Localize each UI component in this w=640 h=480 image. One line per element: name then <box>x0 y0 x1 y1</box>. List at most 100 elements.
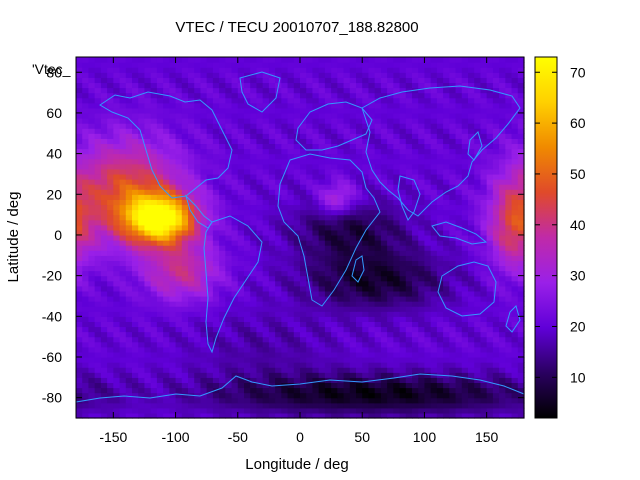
heatmap-cell <box>132 275 139 282</box>
heatmap-cell <box>362 224 370 231</box>
heatmap-cell <box>237 397 245 404</box>
heatmap-cell <box>132 219 139 226</box>
heatmap-cell <box>418 199 426 206</box>
heatmap-cell <box>119 204 127 211</box>
heatmap-cell <box>181 153 189 160</box>
heatmap-cell <box>281 290 289 297</box>
heatmap-cell <box>300 229 307 236</box>
heatmap-cell <box>461 153 469 160</box>
heatmap-cell <box>175 184 183 190</box>
heatmap-cell <box>175 229 183 236</box>
heatmap-cell <box>455 407 463 414</box>
heatmap-cell <box>318 316 326 322</box>
heatmap-cell <box>306 336 314 343</box>
heatmap-cell <box>343 143 351 150</box>
heatmap-cell <box>393 255 401 261</box>
heatmap-cell <box>443 331 450 338</box>
heatmap-cell <box>455 224 463 231</box>
heatmap-cell <box>268 194 276 200</box>
heatmap-cell <box>468 412 475 419</box>
heatmap-cell <box>225 234 233 241</box>
heatmap-cell <box>138 382 146 389</box>
heatmap-cell <box>362 92 370 99</box>
heatmap-cell <box>461 92 469 99</box>
heatmap-cell <box>219 72 226 78</box>
heatmap-cell <box>318 112 326 119</box>
heatmap-cell <box>393 153 401 160</box>
heatmap-cell <box>82 102 90 109</box>
heatmap-cell <box>107 377 114 383</box>
heatmap-cell <box>399 387 407 394</box>
heatmap-cell <box>449 280 457 287</box>
heatmap-cell <box>132 295 139 302</box>
heatmap-cell <box>287 387 295 394</box>
heatmap-cell <box>331 173 338 180</box>
heatmap-cell <box>306 138 314 145</box>
heatmap-cell <box>88 143 96 150</box>
heatmap-cell <box>256 387 264 394</box>
heatmap-cell <box>517 82 525 89</box>
heatmap-cell <box>287 118 295 124</box>
heatmap-cell <box>399 179 407 185</box>
heatmap-cell <box>275 153 282 160</box>
heatmap-cell <box>268 138 276 145</box>
heatmap-cell <box>256 168 264 175</box>
heatmap-cell <box>461 290 469 297</box>
heatmap-cell <box>324 382 332 389</box>
heatmap-cell <box>337 82 345 89</box>
heatmap-cell <box>343 107 351 114</box>
heatmap-cell <box>244 295 251 302</box>
heatmap-cell <box>225 87 233 94</box>
heatmap-cell <box>474 351 482 358</box>
heatmap-cell <box>76 179 83 185</box>
heatmap-cell <box>343 351 351 358</box>
heatmap-cell <box>94 265 102 272</box>
heatmap-cell <box>399 123 407 129</box>
heatmap-cell <box>244 214 251 221</box>
heatmap-cell <box>368 407 376 414</box>
heatmap-cell <box>200 62 208 68</box>
heatmap-cell <box>76 204 83 211</box>
heatmap-cell <box>212 123 220 129</box>
heatmap-cell <box>412 306 419 312</box>
heatmap-cell <box>200 97 208 104</box>
heatmap-cell <box>505 214 513 221</box>
heatmap-cell <box>181 214 189 221</box>
heatmap-cell <box>244 199 251 206</box>
heatmap-cell <box>275 306 282 312</box>
heatmap-cell <box>492 397 500 404</box>
heatmap-cell <box>138 234 146 241</box>
heatmap-cell <box>76 92 83 99</box>
heatmap-cell <box>181 245 189 251</box>
heatmap-cell <box>405 377 413 383</box>
heatmap-cell <box>318 311 326 317</box>
heatmap-cell <box>138 265 146 272</box>
heatmap-cell <box>387 234 394 241</box>
heatmap-cell <box>125 97 133 104</box>
heatmap-cell <box>312 143 320 150</box>
heatmap-cell <box>399 326 407 333</box>
heatmap-cell <box>132 82 139 89</box>
heatmap-cell <box>262 72 270 78</box>
heatmap-cell <box>474 184 482 190</box>
heatmap-cell <box>88 382 96 389</box>
heatmap-cell <box>349 240 357 246</box>
heatmap-cell <box>169 392 177 399</box>
heatmap-cell <box>492 306 500 312</box>
heatmap-cell <box>293 331 301 338</box>
heatmap-cell <box>436 407 444 414</box>
heatmap-cell <box>492 72 500 78</box>
heatmap-cell <box>138 143 146 150</box>
heatmap-cell <box>113 351 121 358</box>
heatmap-cell <box>443 367 450 373</box>
heatmap-cell <box>262 306 270 312</box>
heatmap-cell <box>212 407 220 414</box>
heatmap-cell <box>368 133 376 139</box>
heatmap-cell <box>231 367 239 373</box>
heatmap-cell <box>430 331 438 338</box>
heatmap-cell <box>449 306 457 312</box>
heatmap-cell <box>119 184 127 190</box>
heatmap-cell <box>281 82 289 89</box>
heatmap-cell <box>486 265 494 272</box>
heatmap-cell <box>225 219 233 226</box>
